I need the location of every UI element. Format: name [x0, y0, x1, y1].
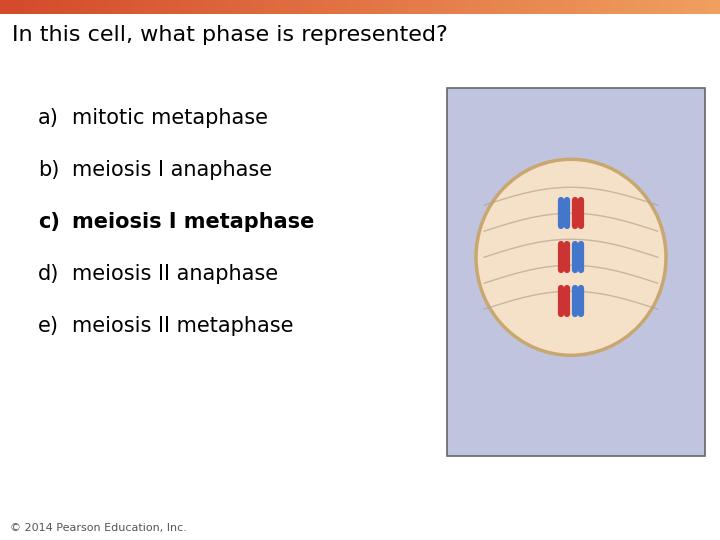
Bar — [252, 0, 265, 14]
Bar — [684, 0, 697, 14]
Bar — [660, 0, 673, 14]
Bar — [12, 0, 25, 14]
Bar — [396, 0, 409, 14]
Bar — [204, 0, 217, 14]
Bar — [96, 0, 109, 14]
Text: © 2014 Pearson Education, Inc.: © 2014 Pearson Education, Inc. — [10, 523, 187, 533]
Bar — [240, 0, 253, 14]
Bar — [432, 0, 445, 14]
Bar — [132, 0, 145, 14]
Bar — [144, 0, 157, 14]
Text: meiosis II anaphase: meiosis II anaphase — [72, 264, 278, 284]
Bar — [696, 0, 709, 14]
Text: mitotic metaphase: mitotic metaphase — [72, 108, 268, 128]
Bar — [84, 0, 97, 14]
Bar — [708, 0, 720, 14]
Bar — [408, 0, 421, 14]
Bar — [456, 0, 469, 14]
Text: meiosis I metaphase: meiosis I metaphase — [72, 212, 315, 232]
Bar — [504, 0, 517, 14]
Bar — [108, 0, 121, 14]
Bar — [576, 0, 589, 14]
Bar — [360, 0, 373, 14]
Text: d): d) — [38, 264, 59, 284]
Bar — [372, 0, 385, 14]
Text: meiosis I anaphase: meiosis I anaphase — [72, 160, 272, 180]
Bar — [612, 0, 625, 14]
Text: meiosis II metaphase: meiosis II metaphase — [72, 316, 294, 336]
Bar — [48, 0, 61, 14]
Bar — [288, 0, 301, 14]
Bar — [552, 0, 565, 14]
Bar — [168, 0, 181, 14]
Bar — [228, 0, 241, 14]
Bar — [648, 0, 661, 14]
Bar — [447, 88, 705, 456]
Text: b): b) — [38, 160, 59, 180]
Bar — [444, 0, 457, 14]
Text: e): e) — [38, 316, 59, 336]
Bar — [276, 0, 289, 14]
Bar — [24, 0, 37, 14]
Bar — [672, 0, 685, 14]
Bar — [468, 0, 481, 14]
Text: a): a) — [38, 108, 59, 128]
Bar — [492, 0, 505, 14]
Bar — [72, 0, 85, 14]
Bar — [180, 0, 193, 14]
Bar — [348, 0, 361, 14]
Bar — [384, 0, 397, 14]
Ellipse shape — [476, 159, 666, 355]
Bar — [588, 0, 601, 14]
Bar — [60, 0, 73, 14]
Bar — [120, 0, 133, 14]
Bar — [600, 0, 613, 14]
Bar — [480, 0, 493, 14]
Bar — [156, 0, 169, 14]
Bar — [312, 0, 325, 14]
Bar — [624, 0, 637, 14]
Bar — [264, 0, 277, 14]
Bar — [420, 0, 433, 14]
Bar — [216, 0, 229, 14]
Bar — [300, 0, 313, 14]
Bar — [324, 0, 337, 14]
Bar — [636, 0, 649, 14]
Bar — [0, 0, 13, 14]
Bar — [516, 0, 529, 14]
Bar — [564, 0, 577, 14]
Bar — [528, 0, 541, 14]
Text: c): c) — [38, 212, 60, 232]
Text: In this cell, what phase is represented?: In this cell, what phase is represented? — [12, 25, 448, 45]
Bar — [336, 0, 349, 14]
Bar — [36, 0, 49, 14]
Bar — [540, 0, 553, 14]
Bar — [192, 0, 205, 14]
